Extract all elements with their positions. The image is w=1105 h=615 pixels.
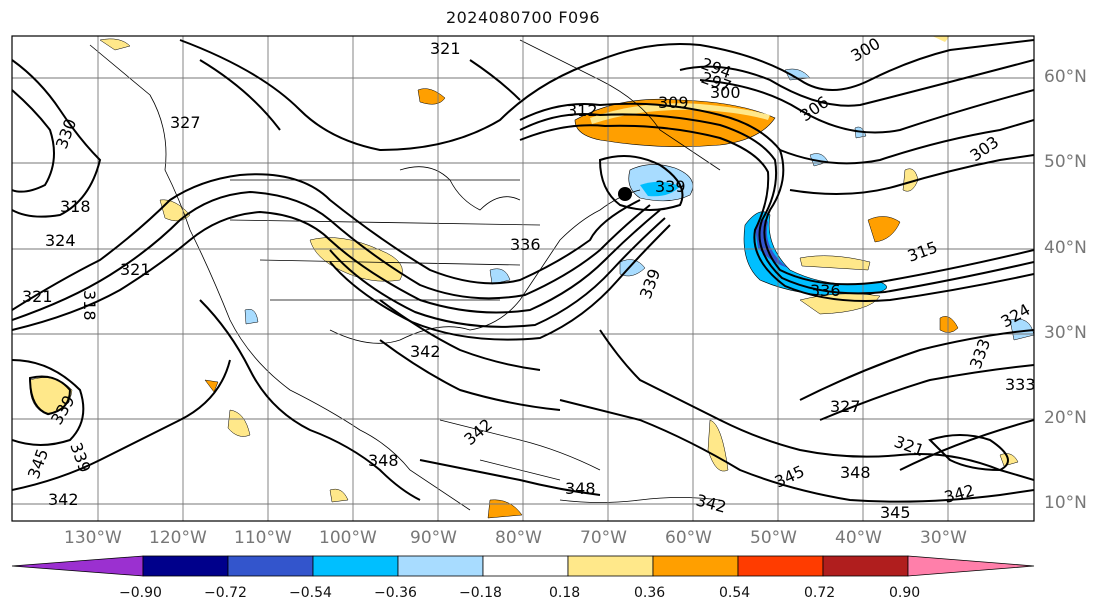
colorbar-tick: −0.72 [204, 585, 247, 601]
colorbar-segment [567, 555, 654, 577]
colorbar-segment [312, 555, 399, 577]
contour-label: 300 [710, 83, 741, 102]
colorbar-tick: −0.18 [459, 585, 502, 601]
colorbar-tick: 0.54 [719, 585, 751, 601]
lon-label: 40°W [835, 528, 882, 548]
colorbar-tick: 0.18 [549, 585, 581, 601]
colorbar-tick: 0.36 [634, 585, 666, 601]
contour-label: 324 [45, 231, 76, 250]
contour-label: 342 [48, 490, 79, 509]
lat-label: 60°N [1044, 67, 1087, 87]
contour-label: 312 [567, 101, 598, 120]
colorbar-segment [482, 555, 569, 577]
shaded-fields [29, 36, 1034, 519]
contour-label: 342 [410, 342, 441, 361]
lon-label: 80°W [495, 528, 542, 548]
contour-label: 327 [830, 397, 861, 416]
contour-label: 333 [1005, 375, 1036, 394]
colorbar-segment [227, 555, 314, 577]
contour-label: 345 [880, 503, 911, 522]
colorbar-tick: 0.90 [889, 585, 921, 601]
contour-label: 318 [60, 197, 91, 216]
colorbar-segment [822, 555, 909, 577]
lat-label: 20°N [1044, 408, 1087, 428]
contour-label: 318 [80, 290, 99, 321]
contours [12, 39, 1034, 503]
colorbar-tick: −0.36 [374, 585, 417, 601]
lon-label: 90°W [410, 528, 457, 548]
lon-label: 130°W [64, 528, 122, 548]
colorbar-segment [142, 555, 229, 577]
lon-label: 110°W [234, 528, 292, 548]
colorbar-segment [652, 555, 739, 577]
colorbar [11, 555, 1035, 577]
contour-label: 309 [658, 93, 689, 112]
lat-label: 30°N [1044, 323, 1087, 343]
colorbar-segment [11, 555, 144, 577]
lon-label: 70°W [580, 528, 627, 548]
contour-label: 327 [170, 113, 201, 132]
contour-label: 348 [840, 463, 871, 482]
contour-label: 321 [22, 287, 53, 306]
lat-label: 40°N [1044, 238, 1087, 258]
lon-label: 120°W [149, 528, 207, 548]
contour-label: 348 [368, 451, 399, 470]
lon-label: 100°W [319, 528, 377, 548]
contour-label: 348 [565, 479, 596, 498]
contour-label: 339 [655, 177, 686, 196]
contour-label: 321 [120, 260, 151, 279]
colorbar-segment [397, 555, 484, 577]
lon-label: 60°W [665, 528, 712, 548]
colorbar-tick: −0.90 [119, 585, 162, 601]
coastlines [89, 39, 721, 511]
lon-label: 50°W [750, 528, 797, 548]
lat-label: 50°N [1044, 152, 1087, 172]
marker-dot [618, 187, 632, 201]
lat-label: 10°N [1044, 493, 1087, 513]
map-title: 2024080700 F096 [445, 8, 601, 27]
lon-label: 30°W [920, 528, 967, 548]
colorbar-segment [737, 555, 824, 577]
map-frame [11, 35, 1035, 522]
colorbar-tick: 0.72 [804, 585, 836, 601]
colorbar-tick: −0.54 [289, 585, 332, 601]
map-area: 321 327 330 318 324 321 318 321 294 297 … [12, 36, 1036, 522]
colorbar-segment [907, 555, 1035, 577]
contour-label: 321 [430, 39, 461, 58]
contour-label: 336 [810, 281, 841, 300]
contour-label: 336 [510, 235, 541, 254]
